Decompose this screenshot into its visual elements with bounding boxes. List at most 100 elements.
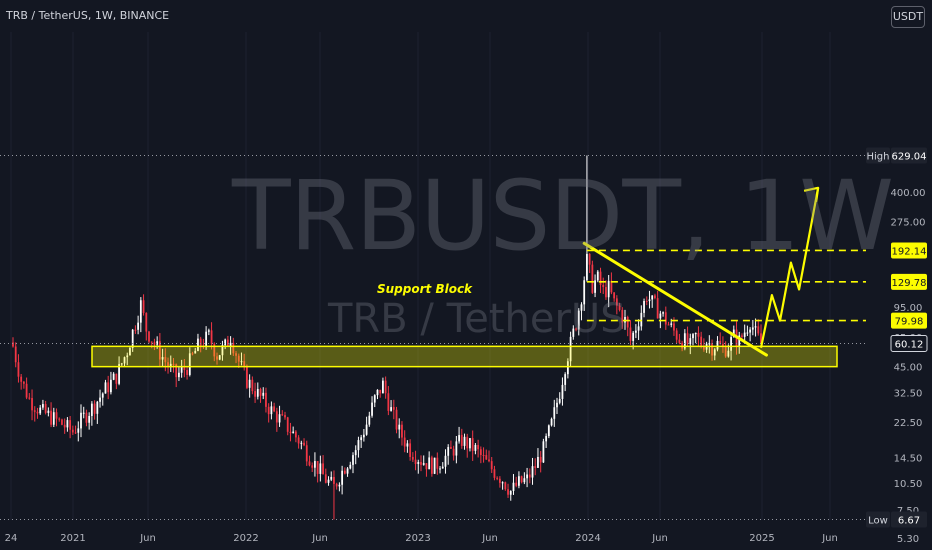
candle-body [352, 455, 354, 465]
candle-body [634, 330, 637, 333]
candle-body [131, 329, 134, 348]
candle-body [303, 442, 305, 446]
candle-body [101, 393, 104, 398]
candle-body [300, 442, 303, 444]
candle-body [760, 333, 762, 344]
candle-body [311, 465, 314, 468]
candle-body [583, 280, 586, 305]
candle-body [401, 424, 403, 438]
y-tick-label: 22.50 [894, 418, 923, 429]
y-tick-label: 275.00 [891, 218, 926, 229]
candle-body [605, 287, 607, 298]
candle-body [648, 299, 651, 302]
price-label-name: Low [868, 515, 888, 526]
candle-body [724, 346, 727, 357]
y-tick-label: 32.50 [894, 389, 923, 400]
candle-body [596, 271, 599, 281]
x-tick-label: 24 [5, 533, 18, 544]
candle-body [17, 362, 20, 377]
candle-body [194, 350, 197, 354]
candle-body [207, 330, 210, 332]
candle-body [199, 338, 202, 346]
candle-body [150, 341, 153, 343]
candle-body [504, 482, 507, 490]
candle-body [278, 414, 281, 423]
candle-body [692, 334, 694, 339]
candle-body [496, 477, 499, 479]
candle-body [297, 437, 300, 444]
candle-body [205, 331, 208, 347]
candle-body [88, 415, 91, 423]
candle-body [110, 379, 112, 393]
candle-body [14, 346, 17, 363]
candle-body [349, 464, 352, 469]
candle-body [267, 406, 270, 415]
candle-body [47, 410, 50, 413]
candle-body [643, 301, 645, 313]
currency-button[interactable]: USDT [891, 6, 925, 28]
candle-body [422, 463, 425, 465]
candle-body [711, 343, 713, 356]
candle-body [531, 466, 534, 478]
candle-body [63, 424, 66, 428]
candle-body [156, 341, 159, 345]
candle-body [662, 312, 664, 314]
candle-body [362, 434, 365, 438]
candle-body [490, 461, 493, 470]
candle-body [305, 445, 308, 462]
candle-body [507, 489, 509, 495]
candle-body [213, 343, 216, 357]
candle-body [659, 313, 662, 319]
candle-body [509, 490, 512, 495]
candle-body [50, 410, 52, 425]
candle-body [751, 327, 754, 330]
candle-body [564, 374, 567, 385]
candle-body [178, 372, 180, 378]
candle-body [485, 455, 488, 460]
candle-body [226, 339, 229, 347]
candle-body [702, 346, 705, 350]
candle-body [262, 392, 265, 396]
candle-body [210, 330, 213, 344]
candle-body [746, 332, 749, 334]
price-label-value: 629.04 [892, 152, 927, 163]
candle-body [256, 388, 259, 397]
candle-body [44, 404, 47, 413]
candle-body [55, 412, 58, 419]
candle-body [390, 407, 392, 411]
x-tick-label: Jun [139, 533, 156, 544]
candle-body [550, 418, 553, 426]
candle-body [232, 342, 235, 354]
candle-body [229, 342, 232, 347]
level-badge-text: 192.14 [892, 246, 927, 257]
candle-body [120, 363, 123, 365]
candle-body [373, 395, 376, 403]
candle-body [316, 461, 319, 474]
candle-body [488, 459, 490, 462]
candle-body [335, 483, 338, 487]
candle-body [191, 353, 194, 355]
candle-body [498, 478, 501, 483]
candle-body [96, 401, 99, 414]
y-tick-label: 10.50 [894, 479, 923, 490]
candle-body [539, 456, 542, 463]
candle-body [537, 456, 539, 468]
y-tick-label: 5.30 [897, 534, 919, 545]
candle-body [656, 298, 659, 319]
candle-body [90, 403, 93, 416]
x-tick-label: Jun [651, 533, 668, 544]
candle-body [463, 436, 466, 446]
candle-body [398, 424, 401, 430]
candle-body [713, 349, 716, 356]
price-label-value: 60.12 [895, 339, 924, 350]
candle-body [183, 367, 186, 370]
candle-body [327, 479, 330, 483]
candle-body [654, 295, 656, 299]
candle-body [115, 373, 118, 384]
candle-body [577, 310, 580, 330]
candle-body [66, 420, 69, 428]
candle-body [599, 271, 602, 285]
price-label-name: High [867, 152, 890, 163]
candle-body [354, 450, 357, 456]
